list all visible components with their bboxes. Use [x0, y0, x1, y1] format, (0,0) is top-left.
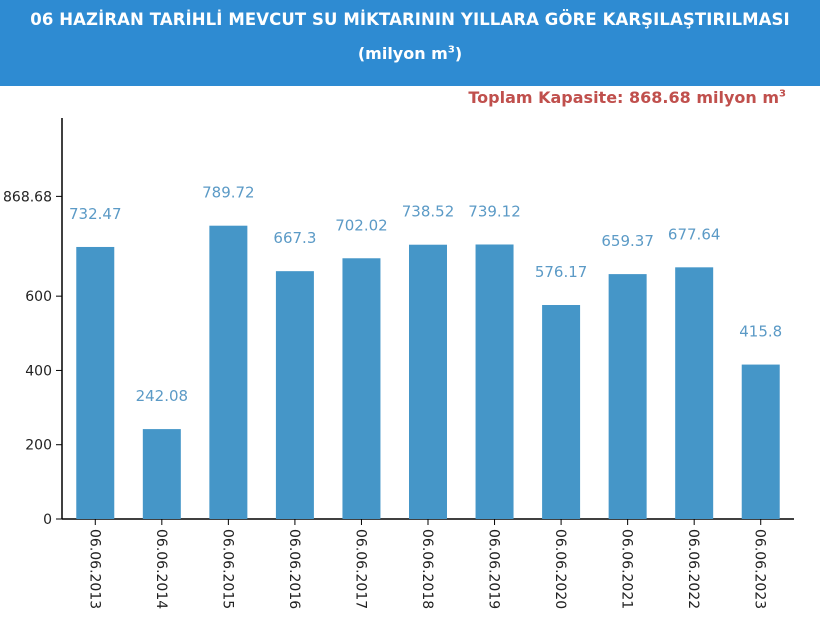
total-capacity-label: Toplam Kapasite: 868.68 milyon m3	[468, 88, 786, 107]
bar	[342, 258, 381, 519]
bar	[209, 225, 248, 519]
bar-value-label: 659.37	[601, 232, 654, 250]
bar	[76, 246, 115, 520]
capacity-text: Toplam Kapasite: 868.68 milyon m	[468, 88, 780, 107]
x-category-label: 06.06.2019	[486, 529, 502, 609]
bar-value-label: 739.12	[468, 202, 521, 220]
bar	[409, 244, 447, 519]
bar	[741, 364, 780, 519]
bar	[275, 271, 314, 519]
chart-title: 06 HAZİRAN TARİHLİ MEVCUT SU MİKTARININ …	[30, 10, 790, 29]
bar-value-label: 789.72	[202, 184, 255, 202]
x-category-label: 06.06.2021	[619, 529, 635, 609]
chart-header: 06 HAZİRAN TARİHLİ MEVCUT SU MİKTARININ …	[0, 0, 820, 86]
y-tick-label: 0	[43, 512, 52, 528]
x-category-label: 06.06.2018	[419, 529, 435, 609]
capacity-superscript: 3	[779, 88, 786, 100]
bar-value-label: 677.64	[668, 225, 721, 243]
x-category-label: 06.06.2020	[552, 529, 568, 609]
x-category-label: 06.06.2016	[286, 529, 302, 609]
bar-value-label: 732.47	[69, 205, 122, 223]
x-category-label: 06.06.2023	[752, 529, 768, 609]
subtitle-close: )	[454, 44, 463, 63]
y-tick-label: 400	[25, 363, 52, 379]
bar-value-label: 702.02	[335, 216, 388, 234]
bar	[608, 274, 647, 519]
x-category-label: 06.06.2022	[685, 529, 701, 609]
x-category-label: 06.06.2014	[153, 529, 169, 609]
subtitle-text: (milyon m	[357, 44, 448, 63]
bar-value-label: 576.17	[535, 263, 588, 281]
chart-subtitle: (milyon m3)	[0, 44, 820, 63]
bar-value-label: 242.08	[136, 387, 189, 405]
x-category-label: 06.06.2013	[86, 529, 102, 609]
y-tick-label: 200	[25, 438, 52, 454]
y-tick-label: 600	[25, 289, 52, 305]
bar	[542, 305, 581, 519]
bar	[675, 267, 714, 519]
y-tick-label: 868.68	[3, 189, 52, 205]
bar-value-label: 415.8	[739, 323, 782, 341]
bar	[142, 429, 181, 519]
x-category-label: 06.06.2017	[352, 529, 368, 609]
bar	[475, 244, 514, 519]
bar-value-label: 667.3	[273, 229, 316, 247]
bar-value-label: 738.52	[402, 203, 455, 221]
subtitle-superscript: 3	[447, 44, 455, 56]
x-category-label: 06.06.2015	[219, 529, 235, 609]
